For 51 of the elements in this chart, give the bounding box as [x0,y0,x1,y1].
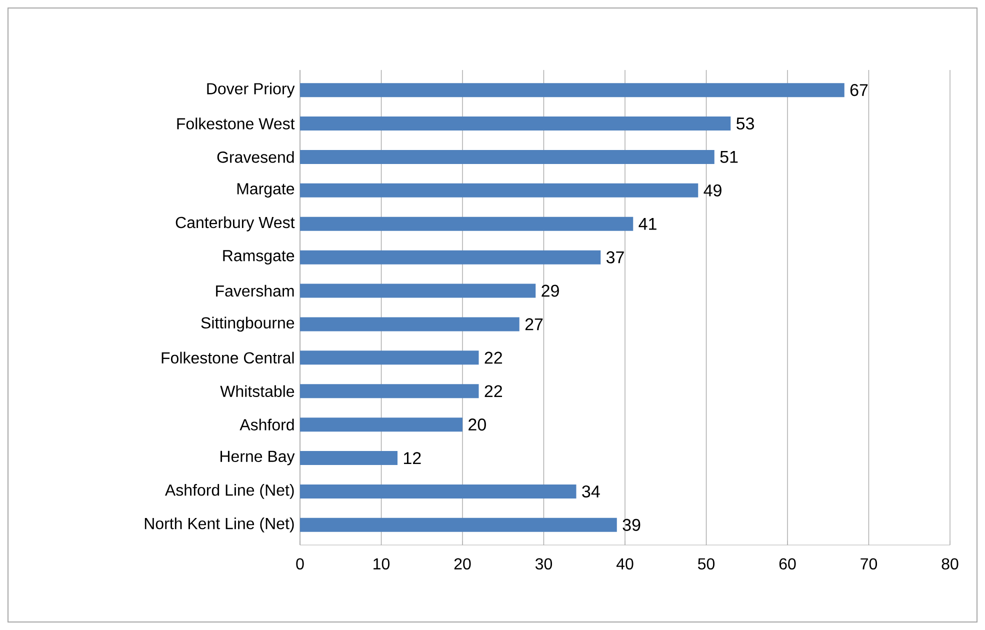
x-tick-label: 40 [616,558,634,570]
bar [300,216,634,231]
x-tick-label: 20 [454,558,471,570]
x-tick-label: 50 [698,558,715,570]
y-tick-label: Whitstable [220,385,294,397]
y-tick-label: Ashford Line (Net) [165,484,294,499]
bar [300,284,536,298]
bar [300,384,479,398]
data-label: 29 [542,284,559,297]
x-tick-label: 0 [296,558,304,570]
x-tick-label: 60 [779,558,796,570]
y-tick-label: Faversham [216,284,294,297]
data-label: 27 [525,318,543,330]
y-tick-label: Folkestone West [177,118,295,130]
x-tick-label: 30 [535,558,552,570]
x-tick-label: 70 [860,558,878,570]
bar [300,250,601,264]
data-label: 49 [704,184,722,196]
bar [300,350,479,365]
y-tick-label: Ashford [240,418,294,430]
data-label: 39 [622,518,640,531]
data-label: 37 [606,251,624,264]
bar [300,183,698,198]
x-tick-label: 80 [942,558,958,570]
data-label: 53 [736,118,754,130]
bar [300,484,576,498]
data-label: 22 [484,385,502,398]
data-label: 51 [720,151,738,163]
bar [300,518,617,532]
data-label: 20 [468,418,486,431]
bar [300,83,844,98]
bar [300,150,714,164]
data-label: 22 [484,352,502,364]
x-tick-label: 10 [374,558,390,570]
y-tick-label: Canterbury West [176,216,295,232]
y-tick-label: Margate [237,183,294,198]
bar [300,451,398,466]
y-tick-label: Sittingbourne [201,316,294,332]
data-label: 41 [638,218,656,230]
y-tick-label: North Kent Line (Net) [144,517,294,532]
y-tick-label: Gravesend [217,151,294,163]
bar [300,116,731,131]
bar [300,317,520,332]
y-tick-label: Herne Bay [220,450,295,466]
data-label: 67 [850,84,868,96]
data-label: 12 [404,452,421,464]
bar [300,418,463,432]
y-tick-label: Ramsgate [223,250,294,264]
y-tick-label: Folkestone Central [162,352,294,364]
y-tick-label: Dover Priory [207,82,295,98]
data-label: 34 [582,485,600,498]
